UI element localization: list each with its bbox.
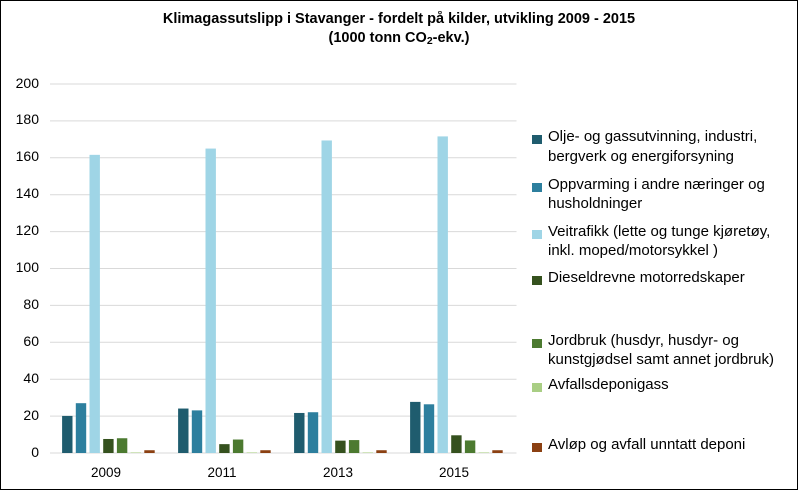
svg-text:20: 20 — [23, 407, 39, 423]
svg-text:200: 200 — [16, 75, 40, 91]
svg-text:80: 80 — [23, 296, 39, 312]
svg-text:140: 140 — [16, 185, 40, 201]
svg-text:2013: 2013 — [323, 465, 353, 480]
svg-text:2015: 2015 — [439, 465, 469, 480]
svg-text:40: 40 — [23, 370, 39, 386]
svg-text:2011: 2011 — [207, 465, 236, 480]
svg-text:160: 160 — [16, 148, 40, 164]
svg-text:2009: 2009 — [91, 465, 121, 480]
svg-text:180: 180 — [16, 111, 40, 127]
svg-text:0: 0 — [31, 444, 39, 460]
svg-text:60: 60 — [23, 333, 39, 349]
svg-text:120: 120 — [16, 222, 40, 238]
svg-text:100: 100 — [16, 259, 40, 275]
